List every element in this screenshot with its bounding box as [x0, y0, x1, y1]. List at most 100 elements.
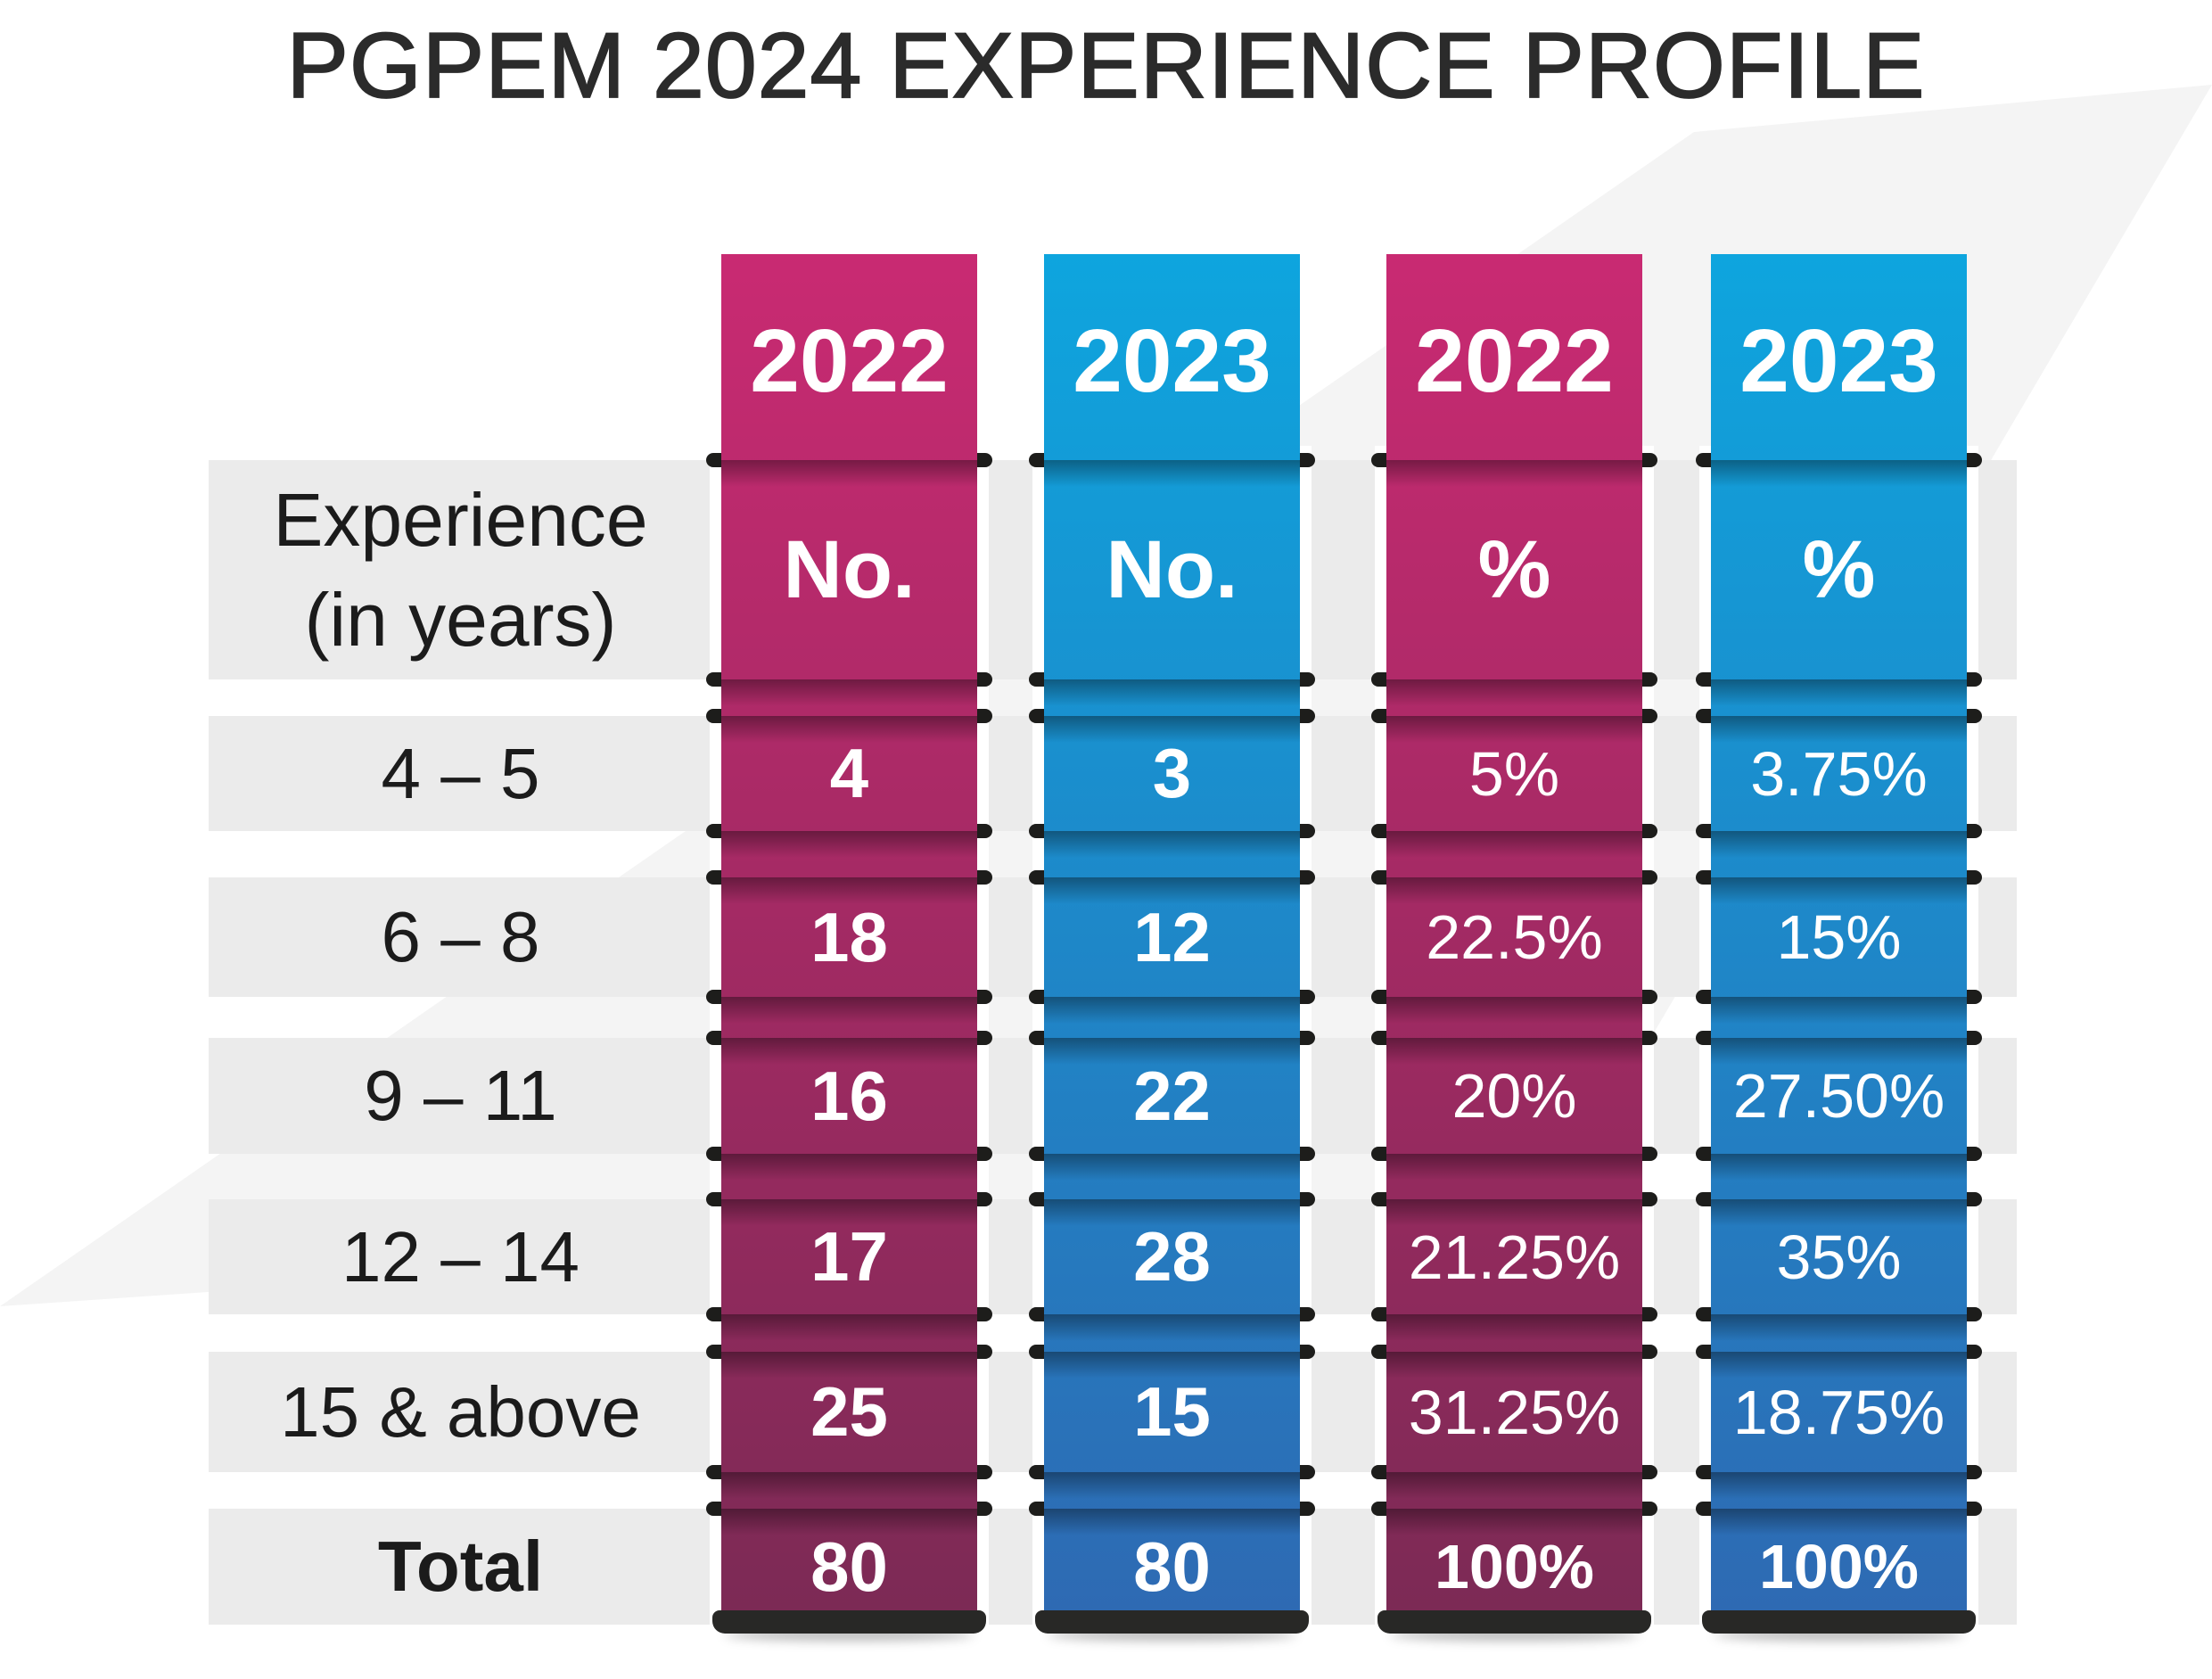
ribbon-foot	[712, 1610, 986, 1634]
ribbon-crossing-shadow	[1044, 1038, 1300, 1065]
row-header-title: Experience	[273, 478, 648, 562]
row-label: 4 – 5	[209, 716, 712, 831]
ribbon-crossing-shadow	[1386, 716, 1642, 743]
year-header: 2022	[1415, 310, 1614, 411]
row-label-text: 12 – 14	[341, 1216, 580, 1296]
ribbon-crossing-shadow	[1386, 679, 1642, 706]
ribbon-crossing-shadow	[1044, 831, 1300, 858]
ribbon-crossing-shadow	[1044, 1199, 1300, 1226]
ribbon-crossing-shadow	[1386, 1314, 1642, 1341]
cell-value: 18	[810, 897, 888, 976]
ribbon-crossing-shadow	[721, 1352, 977, 1379]
cell-value: 17	[810, 1217, 888, 1296]
ribbon-crossing-shadow	[721, 1472, 977, 1499]
cell-value: 20%	[1451, 1061, 1577, 1131]
ribbon-crossing-shadow	[1044, 877, 1300, 904]
cell-value: 80	[1133, 1527, 1211, 1606]
ribbon-crossing-shadow	[721, 1509, 977, 1535]
ribbon-crossing-shadow	[1386, 1509, 1642, 1535]
row-label: 12 – 14	[209, 1199, 712, 1314]
ribbon-crossing-shadow	[1386, 1154, 1642, 1181]
cell-value: 80	[810, 1527, 888, 1606]
cell-value: 3	[1152, 734, 1192, 812]
ribbon-crossing-shadow	[721, 1154, 977, 1181]
cell-value: 28	[1133, 1217, 1211, 1296]
ribbon-crossing-shadow	[721, 460, 977, 487]
ribbon-crossing-shadow	[1044, 1352, 1300, 1379]
cell-value: 21.25%	[1408, 1222, 1621, 1292]
year-ribbon: 2023% 3.75% 15% 27.50% 35% 18.75% 100%	[1711, 254, 1967, 1612]
cell-value: 25	[810, 1372, 888, 1451]
cell-value: 3.75%	[1750, 738, 1928, 809]
cell-value: 15	[1133, 1372, 1211, 1451]
ribbon-crossing-shadow	[721, 831, 977, 858]
ribbon-crossing-shadow	[1711, 1154, 1967, 1181]
ribbon-crossing-shadow	[1386, 1199, 1642, 1226]
metric-header: No.	[783, 523, 916, 615]
ribbon-crossing-shadow	[1711, 1314, 1967, 1341]
ribbon-crossing-shadow	[1711, 716, 1967, 743]
cell-value: 16	[810, 1056, 888, 1135]
metric-header: No.	[1106, 523, 1238, 615]
ribbon-crossing-shadow	[721, 877, 977, 904]
ribbon-crossing-shadow	[1711, 1038, 1967, 1065]
ribbon-crossing-shadow	[1711, 877, 1967, 904]
cell-value: 31.25%	[1408, 1377, 1621, 1447]
cell-value: 22	[1133, 1056, 1211, 1135]
ribbon-crossing-shadow	[1386, 831, 1642, 858]
ribbon-crossing-shadow	[1711, 1352, 1967, 1379]
year-header: 2023	[1073, 310, 1271, 411]
row-header-subtitle: (in years)	[304, 578, 617, 662]
cell-value: 100%	[1434, 1532, 1595, 1601]
ribbon-crossing-shadow	[1711, 1472, 1967, 1499]
ribbon-crossing-shadow	[721, 1314, 977, 1341]
year-header: 2022	[750, 310, 949, 411]
row-header-cell: Experience (in years)	[209, 460, 712, 679]
row-label-text: 15 & above	[280, 1371, 641, 1452]
cell-value: 18.75%	[1732, 1377, 1945, 1447]
ribbon-crossing-shadow	[1386, 1352, 1642, 1379]
ribbon-crossing-shadow	[1044, 1472, 1300, 1499]
cell-value: 35%	[1776, 1222, 1902, 1292]
cell-value: 5%	[1468, 738, 1560, 809]
ribbon-crossing-shadow	[1386, 1038, 1642, 1065]
ribbon-crossing-shadow	[1386, 1472, 1642, 1499]
ribbon-crossing-shadow	[721, 679, 977, 706]
ribbon-crossing-shadow	[1386, 997, 1642, 1024]
row-label-text: 6 – 8	[381, 897, 540, 976]
year-ribbon: 2023 No. 3 12 22 28 15 80	[1044, 254, 1300, 1612]
row-label-text: Total	[377, 1527, 544, 1606]
ribbon-crossing-shadow	[1044, 1154, 1300, 1181]
ribbon-crossing-shadow	[721, 1038, 977, 1065]
ribbon-crossing-shadow	[1711, 1199, 1967, 1226]
ribbon-foot	[1702, 1610, 1976, 1634]
row-label: Total	[209, 1509, 712, 1625]
ribbon-crossing-shadow	[1044, 997, 1300, 1024]
row-label-text: 9 – 11	[364, 1056, 557, 1135]
year-ribbon: 2022 No. 4 18 16 17 25 80	[721, 254, 977, 1612]
ribbon-crossing-shadow	[1044, 1509, 1300, 1535]
row-label-text: 4 – 5	[381, 733, 540, 813]
ribbon-crossing-shadow	[1711, 831, 1967, 858]
cell-value: 4	[829, 734, 869, 812]
ribbon-crossing-shadow	[1386, 877, 1642, 904]
ribbon-foot	[1377, 1610, 1651, 1634]
metric-header: %	[1477, 523, 1551, 615]
year-ribbon: 2022% 5% 22.5% 20% 21.25% 31.25% 100%	[1386, 254, 1642, 1612]
ribbon-crossing-shadow	[1386, 460, 1642, 487]
row-label: 15 & above	[209, 1352, 712, 1472]
ribbon-crossing-shadow	[1711, 460, 1967, 487]
cell-value: 15%	[1776, 902, 1902, 972]
ribbon-crossing-shadow	[1711, 679, 1967, 706]
ribbon-crossing-shadow	[1711, 1509, 1967, 1535]
ribbon-crossing-shadow	[1044, 1314, 1300, 1341]
ribbon-crossing-shadow	[1711, 997, 1967, 1024]
year-header: 2023	[1739, 310, 1938, 411]
ribbon-crossing-shadow	[721, 1199, 977, 1226]
ribbon-crossing-shadow	[1044, 679, 1300, 706]
cell-value: 100%	[1758, 1532, 1920, 1601]
metric-header: %	[1802, 523, 1876, 615]
ribbon-foot	[1035, 1610, 1309, 1634]
ribbon-crossing-shadow	[721, 997, 977, 1024]
cell-value: 12	[1133, 897, 1211, 976]
